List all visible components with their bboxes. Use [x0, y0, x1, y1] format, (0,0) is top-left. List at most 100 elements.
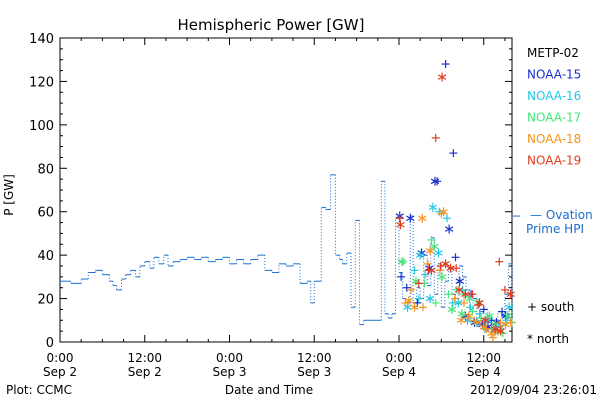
north-marker [404, 296, 414, 306]
x-tick-date-label: Sep 3 [297, 365, 331, 379]
north-marker [473, 317, 482, 327]
south-marker [444, 290, 453, 299]
south-marker [421, 270, 430, 279]
x-tick-time-label: 12:00 [466, 351, 501, 365]
north-marker [496, 326, 505, 336]
north-marker [428, 202, 438, 212]
south-marker [419, 303, 428, 312]
x-tick-date-label: Sep 4 [382, 365, 416, 379]
south-marker [431, 298, 440, 307]
x-tick-time-label: 0:00 [216, 351, 243, 365]
north-marker [490, 324, 500, 334]
south-marker [427, 235, 436, 244]
x-tick-date-label: Sep 2 [128, 365, 162, 379]
north-marker [441, 259, 450, 269]
south-marker [407, 285, 416, 294]
north-marker [461, 289, 470, 299]
south-marker [414, 279, 423, 288]
north-marker [446, 263, 455, 273]
south-marker [399, 257, 408, 266]
north-marker [430, 176, 440, 186]
south-marker [495, 257, 504, 266]
south-marker [506, 318, 515, 327]
north-marker [434, 248, 443, 258]
north-marker [425, 294, 435, 304]
x-tick-date-label: Sep 3 [212, 365, 246, 379]
south-marker [410, 266, 419, 275]
south-marker [402, 283, 411, 292]
north-marker [397, 257, 407, 267]
x-tick-date-label: Sep 2 [43, 365, 77, 379]
north-marker [437, 272, 447, 282]
north-marker [479, 322, 488, 332]
south-marker [502, 316, 511, 325]
north-marker [437, 72, 447, 82]
y-axis-label: P [GW] [2, 174, 16, 216]
south-marker [397, 272, 406, 281]
south-marker [449, 149, 458, 158]
south-marker [466, 303, 475, 312]
north-marker [418, 213, 427, 223]
y-tick-label: 0 [46, 336, 54, 351]
footer-credit: Plot: CCMC [6, 383, 72, 397]
legend: METP-02 NOAA-15 NOAA-16 NOAA-17 NOAA-18 NOAA-… [513, 46, 593, 346]
legend-ovation-line2: Prime HPI [526, 222, 584, 236]
north-marker [456, 315, 466, 325]
legend-marker-south: + south [527, 300, 574, 314]
north-marker [415, 250, 425, 260]
north-marker [430, 241, 439, 251]
x-tick-time-label: 12:00 [127, 351, 162, 365]
north-marker [485, 311, 494, 321]
south-marker [395, 214, 404, 223]
legend-series-label: NOAA-16 [527, 89, 581, 103]
x-axis-label: Date and Time [225, 383, 313, 397]
y-tick-label: 120 [29, 75, 54, 90]
x-tick-time-label: 0:00 [386, 351, 413, 365]
north-marker [506, 289, 515, 299]
north-marker [454, 298, 463, 308]
legend-series-label: NOAA-17 [527, 111, 581, 125]
legend-series-label: NOAA-18 [527, 132, 581, 146]
legend-marker-north: * north [527, 332, 569, 346]
y-tick-label: 40 [37, 249, 54, 264]
north-marker [457, 309, 467, 319]
north-marker [403, 302, 412, 312]
north-marker [447, 304, 457, 314]
north-marker [487, 328, 496, 338]
south-marker [450, 294, 459, 303]
south-marker [435, 266, 444, 275]
north-marker [406, 213, 415, 223]
north-marker [503, 311, 512, 321]
north-marker [480, 315, 490, 325]
south-marker [423, 259, 432, 268]
chart-title: Hemispheric Power [GW] [178, 16, 365, 34]
y-tick-label: 60 [37, 206, 54, 221]
north-marker [427, 265, 436, 275]
south-marker [496, 318, 505, 327]
north-marker [454, 285, 464, 295]
north-marker [501, 320, 510, 330]
north-marker [444, 224, 454, 234]
south-marker [414, 294, 423, 303]
south-marker [452, 264, 461, 273]
south-marker [459, 298, 468, 307]
south-marker [488, 333, 497, 342]
north-marker [455, 276, 464, 286]
x-tick-time-label: 12:00 [297, 351, 332, 365]
south-marker [448, 298, 457, 307]
south-marker [443, 214, 452, 223]
y-tick-label: 140 [29, 32, 54, 47]
south-marker [436, 262, 445, 270]
y-tick-label: 80 [37, 162, 54, 177]
north-marker [425, 246, 435, 256]
south-marker [468, 290, 477, 299]
south-marker [451, 253, 460, 262]
south-marker [475, 309, 484, 318]
legend-series-label: NOAA-19 [527, 154, 581, 168]
x-tick-time-label: 0:00 [47, 351, 74, 365]
legend-ovation-line1: — Ovation [530, 208, 593, 222]
legend-series-label: NOAA-15 [527, 68, 581, 82]
north-marker [410, 302, 419, 312]
